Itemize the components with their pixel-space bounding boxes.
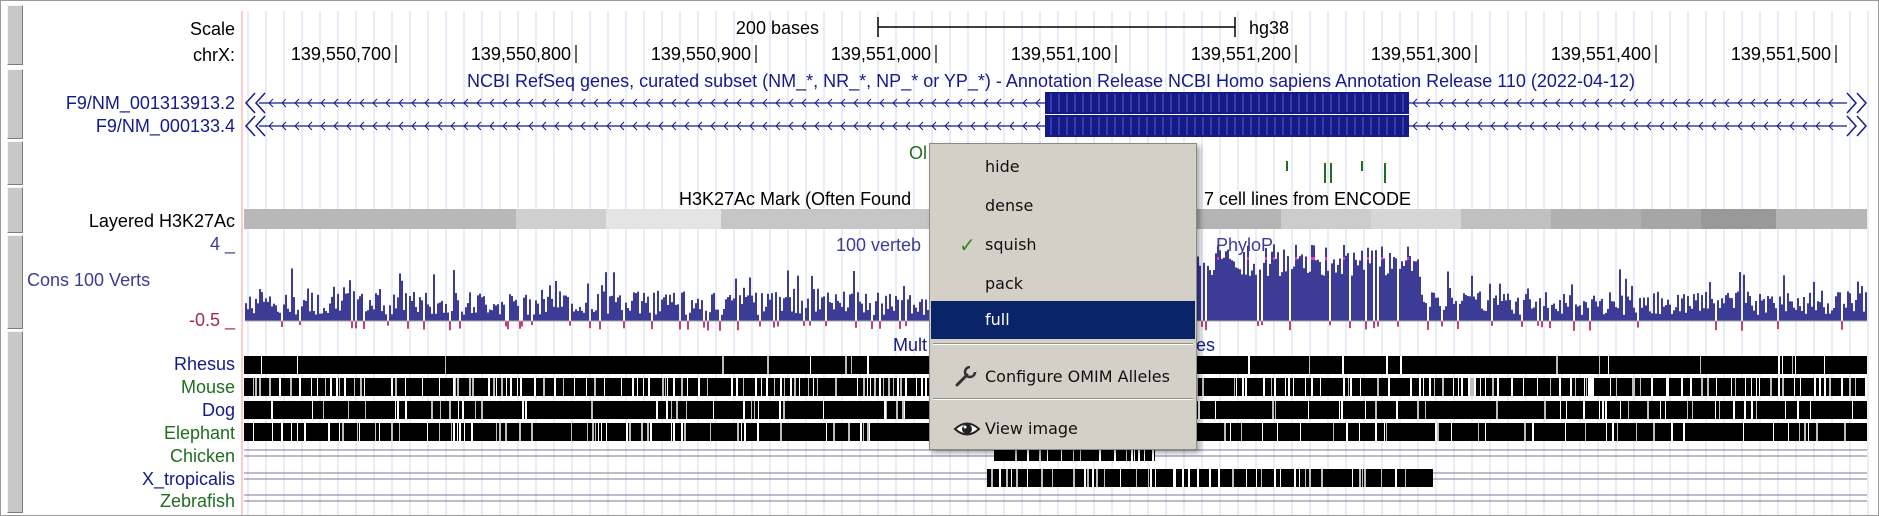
chrom-label: chrX: [192,45,235,65]
cons-track-title-left: 100 verteb [836,235,921,255]
multiz-track-title-right: es [1196,335,1215,355]
menu-item-dense[interactable]: dense [985,196,1034,215]
eye-icon [953,422,981,436]
intron-arrows [268,121,1834,131]
ruler-track-button[interactable] [7,5,23,65]
scale-bar-label: 200 bases [736,18,819,38]
ruler-tick-label: 139,551,500 [1731,44,1831,64]
omim-track-button[interactable] [7,141,23,185]
refseq-track-title: NCBI RefSeq genes, curated subset (NM_*,… [467,71,1635,92]
ruler-tick-label: 139,550,800 [471,44,571,64]
track-context-menu[interactable]: hide dense ✓ squish pack full Configure … [929,143,1197,450]
ruler-tick-label: 139,551,000 [831,44,931,64]
gene-end-arrow-icon [1846,92,1868,114]
ruler-tick-label: 139,551,300 [1371,44,1471,64]
menu-separator [933,343,1193,345]
transcript-label-1[interactable]: F9/NM_001313913.2 [65,93,235,113]
ruler-tick-label: 139,550,700 [291,44,391,64]
ruler-tick-label: 139,550,900 [651,44,751,64]
gene-f9-nm-000133[interactable] [244,115,1868,137]
species-label-zebrafish: Zebrafish [159,491,235,511]
menu-item-hide[interactable]: hide [985,157,1020,176]
h3k27ac-track-title-left: H3K27Ac Mark (Often Found [679,189,911,209]
gene-start-arrow-icon [244,115,266,137]
menu-item-squish[interactable]: ✓ squish [931,227,1195,263]
cons-track-label[interactable]: Cons 100 Verts [27,270,151,290]
species-label-chicken: Chicken [169,446,235,466]
exon-arrows [1050,117,1404,135]
gene-start-arrow-icon [244,92,266,114]
multiz-track-button[interactable] [7,331,23,513]
species-label-dog: Dog [201,400,235,420]
omim-track-title: Ol [909,143,927,163]
refseq-track-button[interactable] [7,69,23,139]
h3k27ac-label[interactable]: Layered H3K27Ac [88,211,235,231]
cons-track-button[interactable] [7,235,23,329]
h3k27ac-track-button[interactable] [7,187,23,233]
h3k27ac-track-title-right: 7 cell lines from ENCODE [1204,189,1411,209]
scale-label: Scale [189,19,235,39]
cons-track-title-right: PhyloP [1216,235,1273,255]
transcript-label-2[interactable]: F9/NM_000133.4 [95,116,235,136]
species-label-xtropicalis: X_tropicalis [141,469,235,489]
species-label-elephant: Elephant [163,423,235,443]
assembly-label: hg38 [1249,18,1289,38]
multiz-track-title-left: Mult [893,335,927,355]
omim-allele-marks[interactable] [1286,161,1386,183]
cons-ymax-label: 4 _ [209,234,235,254]
intron-arrows [268,98,1834,108]
species-label-mouse: Mouse [180,377,235,397]
h3k27ac-signal[interactable] [244,209,1867,229]
exon-arrows [1050,94,1404,112]
menu-item-configure[interactable]: Configure OMIM Alleles [931,359,1195,395]
gene-end-arrow-icon [1846,115,1868,137]
cons-ymin-label: -0.5 _ [188,310,235,330]
check-icon: ✓ [959,233,976,257]
ruler-tick-label: 139,551,200 [1191,44,1291,64]
menu-item-pack[interactable]: pack [985,274,1024,293]
ruler-tick-label: 139,551,100 [1011,44,1111,64]
menu-item-full[interactable]: full [931,301,1195,339]
menu-separator [933,398,1193,400]
menu-item-view-image[interactable]: View image [931,411,1195,447]
ruler-ticks: 139,550,700 139,550,800 139,550,900 139,551… [291,44,1837,64]
gene-f9-nm-001313913[interactable] [244,92,1868,114]
species-label-rhesus: Rhesus [173,354,235,374]
wrench-icon [955,366,977,387]
ruler-tick-label: 139,551,400 [1551,44,1651,64]
